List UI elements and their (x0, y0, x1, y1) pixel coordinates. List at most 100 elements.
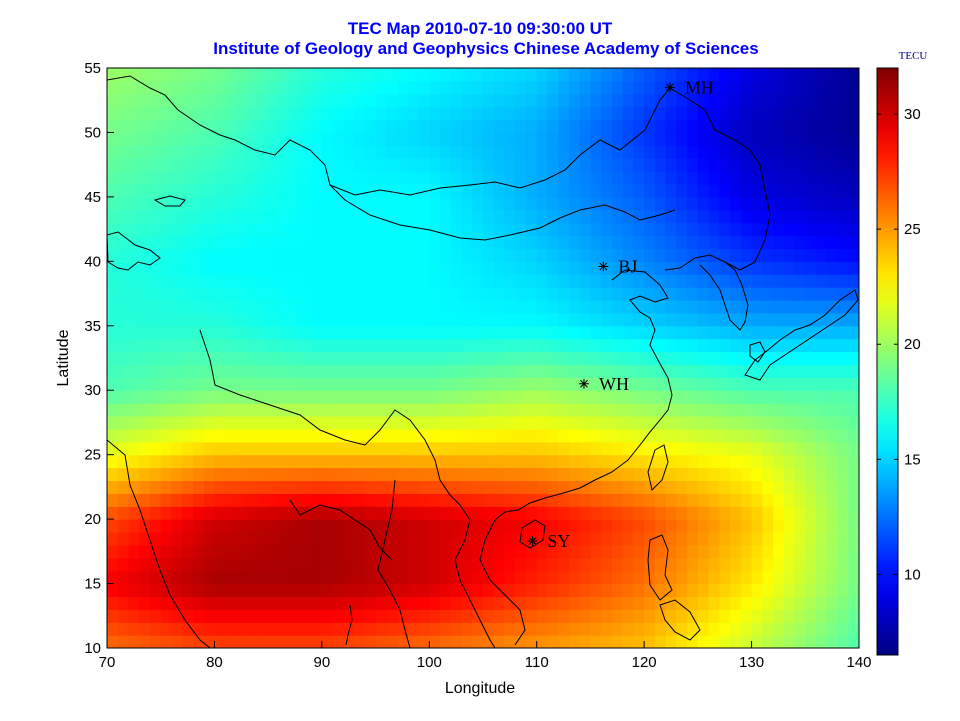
heatmap-cell (848, 106, 859, 121)
coastline-south-china (479, 487, 581, 646)
heatmap-cell (568, 325, 581, 340)
heatmap-cell (203, 222, 216, 237)
heatmap-cell (719, 106, 731, 121)
heatmap-cell (622, 196, 634, 211)
heatmap-cell (504, 635, 516, 648)
coastline-kyushu (749, 341, 766, 363)
heatmap-cell (203, 68, 216, 82)
heatmap-cell (300, 119, 312, 134)
heatmap-cell (472, 351, 484, 366)
heatmap-cell (633, 557, 645, 572)
heatmap-cell (515, 325, 527, 340)
heatmap-cell (837, 570, 849, 585)
heatmap-cell (665, 222, 677, 237)
heatmap-cell (601, 583, 613, 598)
heatmap-cell (579, 493, 592, 507)
heatmap-cell (268, 596, 280, 610)
heatmap-cell (472, 467, 484, 482)
heatmap-cell (708, 80, 720, 95)
heatmap-cell (837, 377, 849, 391)
heatmap-cell (816, 222, 828, 237)
heatmap-cell (536, 364, 549, 378)
heatmap-cell (665, 338, 677, 353)
heatmap-cell (397, 235, 409, 250)
heatmap-cell (687, 493, 699, 507)
heatmap-cell (107, 325, 119, 340)
heatmap-cell (719, 493, 731, 507)
heatmap-cell (762, 506, 774, 520)
heatmap-cell (773, 416, 785, 430)
heatmap-cell (483, 248, 495, 262)
heatmap-cell (397, 287, 409, 301)
heatmap-cell (225, 428, 237, 443)
heatmap-cell (568, 532, 581, 546)
heatmap-cell (783, 325, 796, 340)
heatmap-cell (805, 119, 817, 134)
heatmap-cell (568, 583, 581, 598)
heatmap-cell (203, 184, 216, 198)
heatmap-cell (354, 622, 366, 636)
border-northeast (664, 87, 771, 271)
heatmap-cell (418, 609, 430, 623)
heatmap-cell (740, 609, 753, 623)
heatmap-cell (740, 158, 753, 172)
heatmap-cell (773, 480, 785, 494)
heatmap-cell (525, 222, 538, 237)
heatmap-cell (440, 248, 452, 262)
heatmap-cell (192, 209, 205, 224)
heatmap-cell (515, 171, 527, 185)
heatmap-cell (719, 274, 731, 288)
heatmap-cell (633, 609, 645, 623)
heatmap-cell (257, 209, 269, 224)
heatmap-cell (235, 454, 248, 469)
heatmap-cell (730, 171, 742, 185)
heatmap-cell (418, 403, 430, 417)
heatmap-cell (354, 441, 366, 456)
heatmap-cell (837, 416, 849, 430)
heatmap-cell (461, 222, 473, 237)
heatmap-cell (321, 390, 334, 404)
heatmap-cell (225, 441, 237, 456)
heatmap-cell (386, 287, 398, 301)
heatmap-cell (332, 132, 344, 146)
heatmap-cell (268, 222, 280, 237)
heatmap-cell (719, 467, 731, 482)
heatmap-cell (601, 106, 613, 121)
heatmap-cell (493, 557, 506, 572)
heatmap-cell (568, 364, 581, 378)
heatmap-cell (697, 519, 710, 533)
heatmap-cell (300, 93, 312, 108)
heatmap-cell (547, 158, 559, 172)
heatmap-cell (343, 493, 355, 507)
heatmap-cell (440, 184, 452, 198)
heatmap-cell (139, 132, 151, 146)
heatmap-cell (171, 480, 183, 494)
heatmap-cell (268, 80, 280, 95)
heatmap-cell (128, 596, 140, 610)
heatmap-cell (805, 312, 817, 327)
heatmap-cell (826, 622, 839, 636)
heatmap-cell (740, 544, 753, 559)
heatmap-cell (107, 583, 119, 598)
heatmap-cell (622, 158, 634, 172)
heatmap-cell (687, 312, 699, 327)
heatmap-cell (773, 609, 785, 623)
y-tick-label: 10 (84, 640, 101, 657)
heatmap-cell (848, 248, 859, 262)
heatmap-cell (429, 209, 441, 224)
heatmap-cell (117, 416, 130, 430)
heatmap-cell (536, 467, 549, 482)
heatmap-cell (794, 377, 806, 391)
heatmap-cell (665, 416, 677, 430)
heatmap-cell (601, 622, 613, 636)
heatmap-cell (139, 416, 151, 430)
heatmap-cell (182, 570, 194, 585)
heatmap-cell (665, 570, 677, 585)
heatmap-cell (364, 635, 377, 648)
heatmap-cell (418, 312, 430, 327)
heatmap-cell (246, 119, 258, 134)
heatmap-cell (654, 287, 667, 301)
heatmap-cell (558, 622, 570, 636)
heatmap-cell (289, 390, 301, 404)
heatmap-cell (558, 403, 570, 417)
